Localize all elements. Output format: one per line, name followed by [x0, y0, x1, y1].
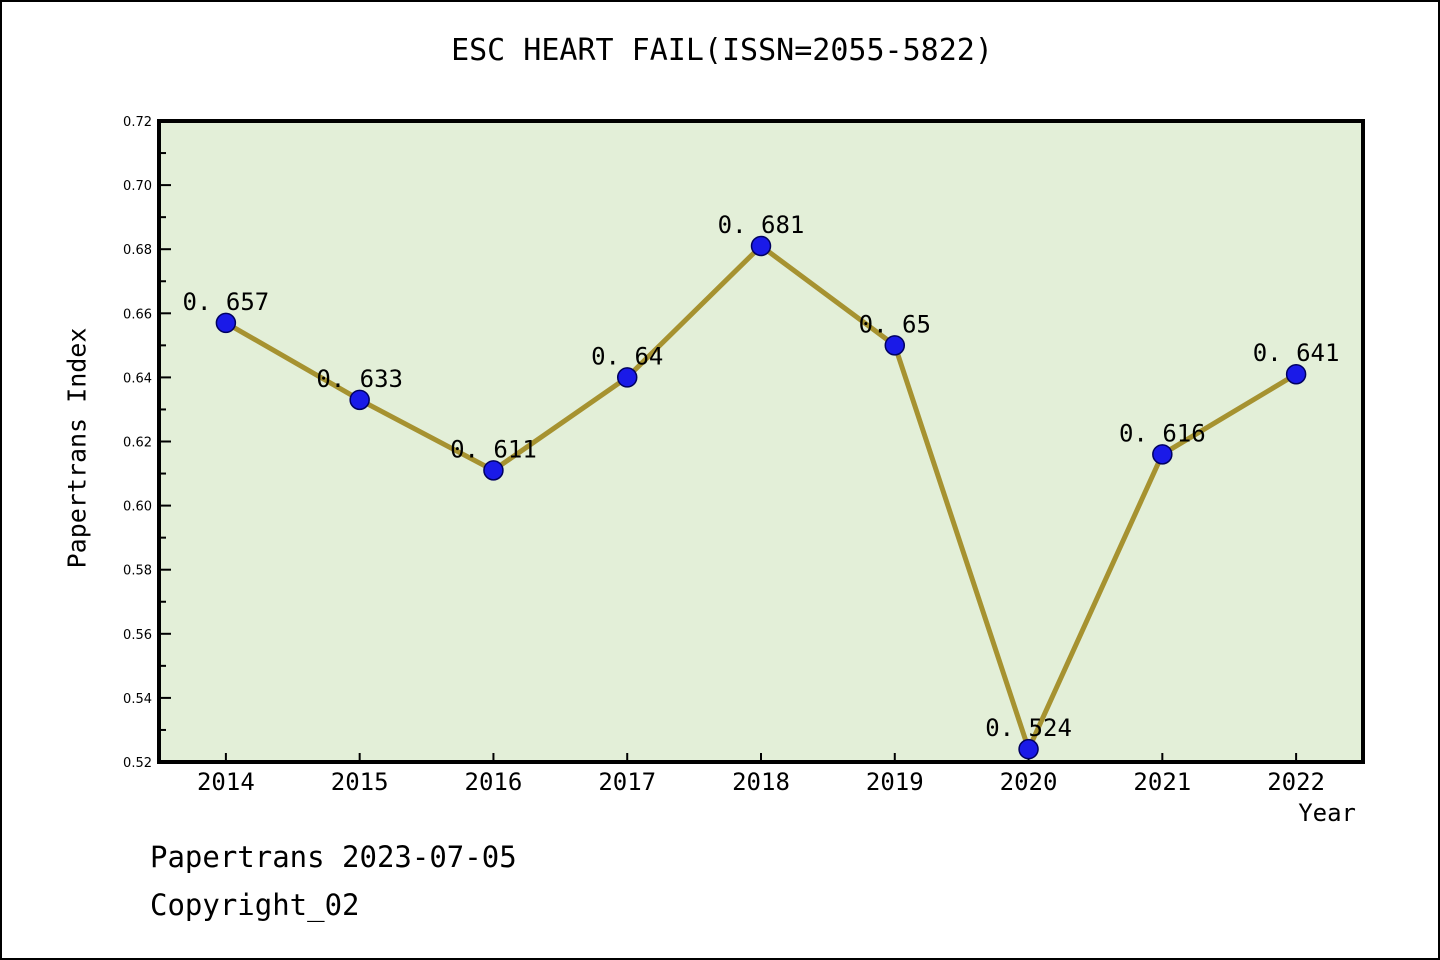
watermark-papertrans-date: Papertrans 2023-07-05 [150, 840, 517, 874]
x-tick-label: 2014 [197, 768, 255, 796]
data-point-marker [1018, 738, 1039, 760]
y-tick-label: 0.60 [123, 500, 152, 515]
x-tick-label: 2015 [331, 768, 389, 796]
data-point-marker [1285, 363, 1307, 385]
x-tick-label: 2017 [598, 768, 656, 796]
x-tick-label: 2016 [465, 768, 523, 796]
x-tick-label: 2022 [1267, 768, 1325, 796]
y-axis-label: Papertrans Index [62, 327, 92, 569]
y-tick-label: 0.62 [123, 436, 152, 451]
data-point-label: 0. 524 [985, 714, 1072, 742]
y-tick-label: 0.56 [123, 628, 152, 643]
data-point-label: 0. 611 [450, 435, 537, 463]
data-point-marker [616, 367, 638, 388]
plot-background [159, 121, 1363, 762]
x-axis-label: Year [1298, 799, 1356, 827]
data-point-marker [750, 235, 772, 257]
data-point-label: 0. 641 [1253, 339, 1340, 367]
data-point-label: 0. 633 [316, 365, 403, 393]
y-tick-label: 0.68 [123, 243, 152, 258]
y-tick-label: 0.52 [123, 756, 152, 771]
y-tick-label: 0.70 [123, 179, 152, 194]
data-point-marker [215, 312, 237, 334]
data-point-label: 0. 64 [591, 342, 663, 370]
data-point-marker [349, 389, 370, 411]
plot-border [157, 119, 1365, 764]
data-point-label: 0. 681 [718, 211, 805, 239]
data-point-label: 0. 65 [859, 310, 931, 338]
x-tick-label: 2021 [1133, 768, 1191, 796]
data-point-marker [1152, 444, 1173, 465]
data-point-marker [483, 460, 504, 481]
y-tick-label: 0.66 [123, 307, 152, 322]
watermark-copyright: Copyright_02 [150, 888, 360, 922]
x-tick-label: 2020 [1000, 768, 1058, 796]
x-tick-label: 2019 [866, 768, 924, 796]
y-tick-label: 0.58 [123, 564, 152, 579]
x-tick-label: 2018 [732, 768, 790, 796]
y-tick-label: 0.72 [123, 115, 152, 130]
y-tick-label: 0.64 [123, 371, 152, 386]
data-point-label: 0. 616 [1119, 419, 1206, 447]
y-tick-label: 0.54 [123, 692, 152, 707]
data-point-label: 0. 657 [183, 288, 270, 316]
data-point-marker [884, 335, 906, 356]
chart-title: ESC HEART FAIL(ISSN=2055-5822) [451, 33, 993, 68]
